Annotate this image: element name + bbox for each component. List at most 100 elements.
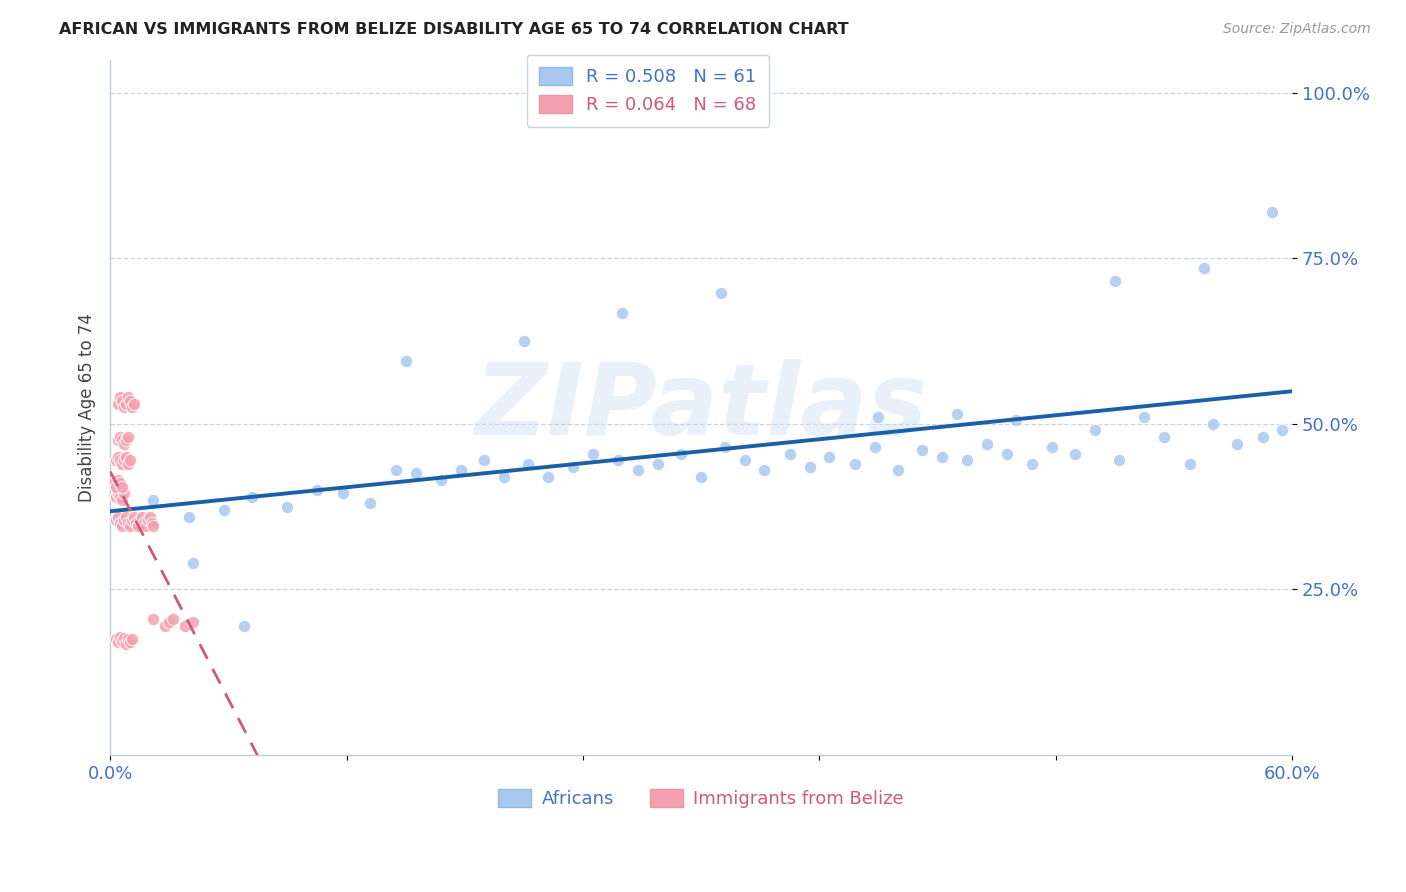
Point bbox=[103, 476, 125, 491]
Point bbox=[111, 480, 134, 494]
Point bbox=[710, 285, 733, 300]
Point bbox=[976, 436, 998, 450]
Point bbox=[115, 397, 138, 411]
Point bbox=[931, 450, 953, 464]
Point bbox=[671, 447, 693, 461]
Point bbox=[115, 509, 138, 524]
Point bbox=[111, 393, 134, 408]
Point bbox=[181, 615, 204, 630]
Point bbox=[111, 519, 134, 533]
Point bbox=[627, 463, 650, 477]
Point bbox=[1226, 436, 1249, 450]
Point bbox=[276, 500, 298, 514]
Point bbox=[359, 496, 381, 510]
Point bbox=[863, 440, 886, 454]
Point bbox=[1021, 457, 1043, 471]
Point bbox=[118, 635, 141, 649]
Point bbox=[107, 397, 129, 411]
Point bbox=[108, 430, 131, 444]
Point bbox=[142, 492, 165, 507]
Point bbox=[332, 486, 354, 500]
Point bbox=[516, 457, 538, 471]
Point bbox=[107, 635, 129, 649]
Point bbox=[868, 410, 890, 425]
Point bbox=[117, 430, 139, 444]
Y-axis label: Disability Age 65 to 74: Disability Age 65 to 74 bbox=[79, 313, 96, 501]
Point bbox=[135, 519, 157, 533]
Point bbox=[844, 457, 866, 471]
Point bbox=[155, 619, 177, 633]
Point bbox=[107, 434, 129, 448]
Point bbox=[562, 459, 585, 474]
Point bbox=[233, 619, 256, 633]
Point bbox=[112, 453, 135, 467]
Point bbox=[1192, 261, 1215, 276]
Point bbox=[117, 457, 139, 471]
Point bbox=[108, 490, 131, 504]
Point bbox=[128, 513, 150, 527]
Legend: Africans, Immigrants from Belize: Africans, Immigrants from Belize bbox=[491, 782, 911, 815]
Point bbox=[108, 476, 131, 491]
Point bbox=[142, 519, 165, 533]
Point bbox=[117, 390, 139, 404]
Point bbox=[754, 463, 776, 477]
Point bbox=[112, 486, 135, 500]
Point bbox=[131, 509, 153, 524]
Point bbox=[385, 463, 408, 477]
Point bbox=[112, 436, 135, 450]
Point bbox=[799, 459, 821, 474]
Point bbox=[1178, 457, 1201, 471]
Point bbox=[127, 519, 149, 533]
Point bbox=[112, 401, 135, 415]
Point bbox=[1005, 413, 1028, 427]
Point bbox=[1104, 275, 1126, 289]
Point bbox=[107, 509, 129, 524]
Point bbox=[734, 453, 756, 467]
Point bbox=[107, 450, 129, 464]
Point bbox=[142, 612, 165, 626]
Point bbox=[108, 630, 131, 644]
Point bbox=[121, 401, 143, 415]
Point bbox=[111, 457, 134, 471]
Point bbox=[536, 470, 558, 484]
Point bbox=[107, 486, 129, 500]
Point bbox=[115, 450, 138, 464]
Point bbox=[513, 334, 536, 348]
Point bbox=[122, 397, 145, 411]
Point bbox=[174, 619, 197, 633]
Point bbox=[1133, 410, 1156, 425]
Text: AFRICAN VS IMMIGRANTS FROM BELIZE DISABILITY AGE 65 TO 74 CORRELATION CHART: AFRICAN VS IMMIGRANTS FROM BELIZE DISABI… bbox=[59, 22, 849, 37]
Point bbox=[136, 513, 159, 527]
Text: ZIPatlas: ZIPatlas bbox=[475, 359, 928, 456]
Point bbox=[105, 480, 128, 494]
Point bbox=[125, 516, 148, 530]
Point bbox=[1108, 453, 1130, 467]
Point bbox=[818, 450, 841, 464]
Point bbox=[305, 483, 328, 497]
Point bbox=[1084, 424, 1107, 438]
Point bbox=[107, 473, 129, 487]
Point bbox=[214, 503, 236, 517]
Point bbox=[105, 632, 128, 646]
Point bbox=[118, 519, 141, 533]
Point bbox=[118, 393, 141, 408]
Point bbox=[138, 509, 160, 524]
Point bbox=[118, 453, 141, 467]
Point bbox=[779, 447, 801, 461]
Point bbox=[450, 463, 472, 477]
Point bbox=[108, 390, 131, 404]
Point bbox=[474, 453, 496, 467]
Point bbox=[647, 457, 669, 471]
Text: Source: ZipAtlas.com: Source: ZipAtlas.com bbox=[1223, 22, 1371, 37]
Point bbox=[946, 407, 969, 421]
Point bbox=[111, 492, 134, 507]
Point bbox=[714, 440, 737, 454]
Point bbox=[1271, 424, 1294, 438]
Point bbox=[157, 615, 180, 630]
Point bbox=[1040, 440, 1063, 454]
Point bbox=[105, 490, 128, 504]
Point bbox=[612, 305, 634, 319]
Point bbox=[132, 516, 155, 530]
Point bbox=[995, 447, 1018, 461]
Point bbox=[111, 634, 134, 648]
